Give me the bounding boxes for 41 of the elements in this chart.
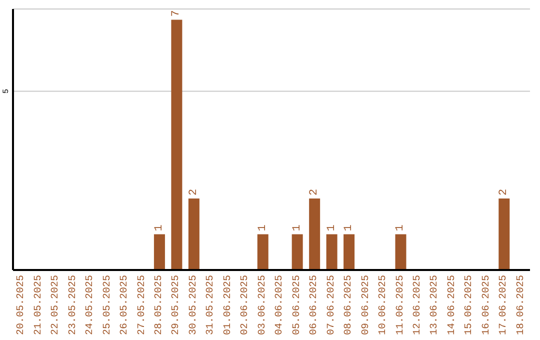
data-label: 2 — [498, 188, 510, 196]
x-tick-label: 22.05.2025 — [50, 275, 62, 336]
x-tick-label: 06.06.2025 — [309, 275, 320, 336]
x-tick-label: 02.06.2025 — [240, 275, 252, 336]
x-tick-label: 12.06.2025 — [412, 275, 424, 336]
x-tick-label: 03.06.2025 — [257, 275, 268, 336]
x-tick-label: 28.05.2025 — [154, 275, 165, 336]
data-label: 1 — [326, 224, 338, 232]
x-tick-label: 27.05.2025 — [136, 275, 148, 336]
x-tick-label: 25.05.2025 — [102, 275, 114, 336]
data-label: 1 — [394, 224, 407, 232]
x-tick-label: 21.05.2025 — [33, 275, 44, 336]
x-tick-label: 04.06.2025 — [274, 275, 286, 336]
data-label: 1 — [343, 224, 356, 232]
x-tick-label: 01.06.2025 — [222, 275, 234, 336]
y-tick-label: 5 — [2, 88, 11, 94]
data-label: 1 — [153, 224, 166, 232]
data-label: 7 — [170, 10, 183, 17]
x-tick-label: 31.05.2025 — [206, 275, 217, 336]
x-tick-label: 26.05.2025 — [120, 275, 131, 336]
x-tick-label: 05.06.2025 — [292, 275, 303, 336]
x-tick-label: 14.06.2025 — [446, 275, 458, 336]
x-tick-label: 20.05.2025 — [16, 275, 28, 336]
x-tick-label: 07.06.2025 — [326, 275, 338, 336]
x-tick-label: 15.06.2025 — [464, 275, 476, 336]
x-tick-label: 16.06.2025 — [481, 275, 492, 336]
x-tick-label: 11.06.2025 — [395, 275, 406, 336]
x-tick-label: 10.06.2025 — [378, 275, 390, 336]
data-label: 1 — [291, 224, 304, 232]
data-label: 2 — [188, 188, 200, 196]
x-tick-label: 09.06.2025 — [360, 275, 372, 336]
data-label: 2 — [308, 188, 321, 196]
x-tick-label: 30.05.2025 — [188, 275, 200, 336]
x-tick-label: 24.05.2025 — [85, 275, 96, 336]
x-tick-label: 17.06.2025 — [498, 275, 510, 336]
x-tick-label: 29.05.2025 — [171, 275, 182, 336]
x-tick-label: 08.06.2025 — [344, 275, 355, 336]
x-tick-label: 23.05.2025 — [68, 275, 79, 336]
data-label: 1 — [256, 224, 269, 232]
x-tick-label: 13.06.2025 — [430, 275, 441, 336]
x-tick-label: 18.06.2025 — [516, 275, 527, 336]
